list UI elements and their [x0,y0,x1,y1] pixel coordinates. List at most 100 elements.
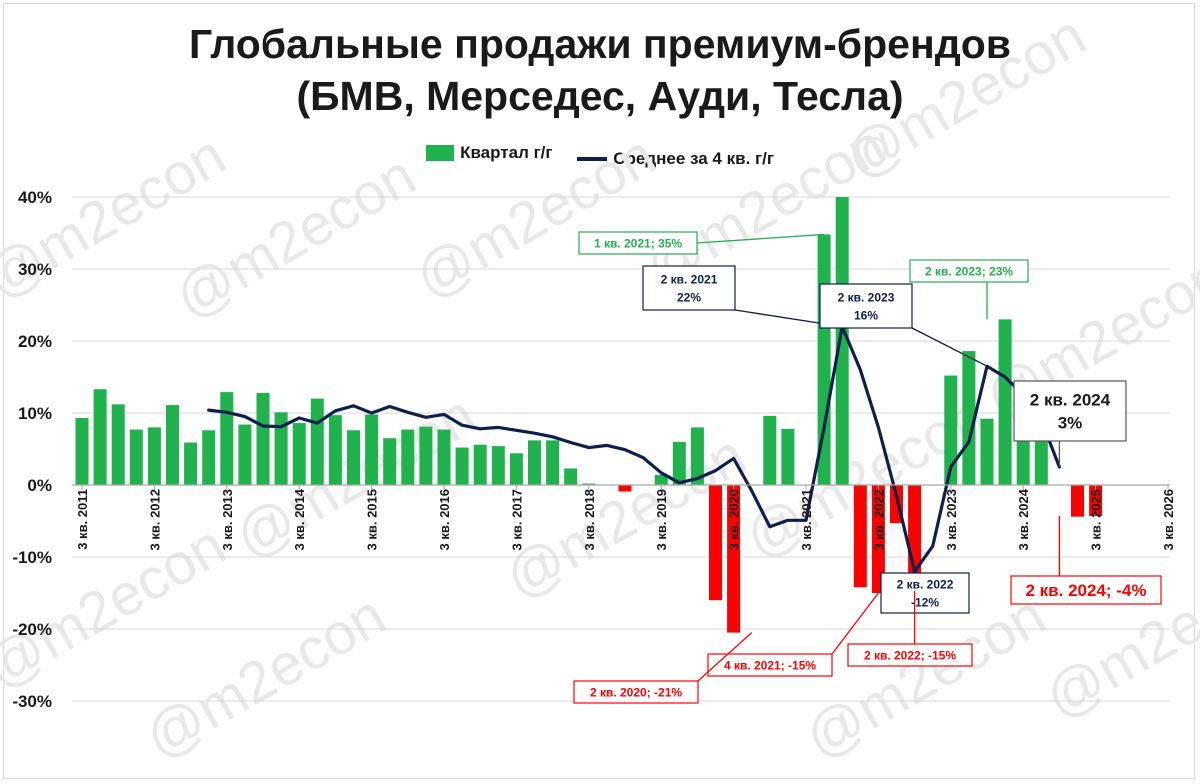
bar [256,392,270,485]
bar [383,438,397,485]
bar [455,447,469,485]
x-tick-label: 3 кв. 2014 [292,488,307,550]
annotation-label: 2 кв. 2024; -4% [1025,581,1146,600]
bar [509,453,523,485]
bar [962,351,976,485]
x-tick-label: 3 кв. 2019 [654,489,669,550]
bar [871,485,885,593]
bar [238,424,252,485]
y-tick-label: 0% [27,476,52,495]
x-tick-label: 3 кв. 2011 [75,489,90,550]
average-line [207,325,1061,573]
y-tick-label: 30% [18,260,52,279]
annotation-box [642,265,736,311]
bar [835,197,849,485]
annotation-box [880,572,970,614]
chart-frame [3,3,1195,779]
annotation-box [707,653,833,677]
bar [202,430,216,485]
bar [111,404,125,485]
bar [491,446,505,485]
y-tick-label: -20% [12,620,52,639]
legend-item-average: Среднее за 4 кв. г/г [577,149,774,169]
axes: 40% 30% 20% 10% 0% -10% -20% -30% 3 кв. 2011 3 кв… [12,188,1176,711]
annotation-box [909,259,1029,283]
y-tick-label: 40% [18,188,52,207]
annotation-label: 3% [1058,414,1083,433]
legend-label-quarterly: Квартал г/г [460,143,553,162]
watermark-text: @m2econ [0,512,236,701]
bar [980,418,994,485]
x-tick-label: 3 кв. 2018 [582,489,597,550]
annotation-box [1010,575,1162,605]
annotation-leader [911,327,988,367]
x-tick-label: 3 кв. 2016 [437,489,452,550]
annotation-label: 16% [854,308,878,322]
bar [129,429,143,485]
x-tick-label: 3 кв. 2024 [1016,488,1031,550]
watermark-text: @m2econ [834,2,1096,191]
bar [365,414,379,485]
watermark-text: @m2econ [404,122,666,311]
x-tick-label: 3 кв. 2017 [509,489,524,550]
bar [220,392,234,485]
bar [998,319,1012,485]
annotation-leader [696,233,825,244]
average-line-layer [207,325,1061,573]
bar [944,375,958,485]
annotations: 1 кв. 2021; 35% 2 кв. 2021 22% 2 кв. 2023; … [573,231,1162,704]
bar [93,389,107,485]
bar [401,429,415,485]
bar [709,485,722,601]
annotation-leader [831,592,879,655]
annotation-box [1013,380,1127,442]
bar [618,485,632,492]
bar [437,429,451,485]
y-tick-label: 20% [18,332,52,351]
y-tick-label: -30% [12,692,52,711]
bar [582,483,596,485]
bar [419,426,433,485]
annotation-box [819,283,913,329]
bars [75,197,1103,633]
bar [690,427,704,485]
x-tick-label: 3 кв. 2021 [799,489,814,550]
bar [763,415,777,485]
bar [727,485,741,633]
legend-swatch-average [577,157,608,161]
annotation-label: 2 кв. 2024 [1030,391,1111,410]
bar [546,440,560,485]
annotation-label: 2 кв. 2020; -21% [590,685,682,699]
annotation-box [578,231,698,255]
legend-item-quarterly: Квартал г/г [426,143,552,163]
annotation-label: 2 кв. 2023; 23% [925,264,1013,278]
bar [310,398,324,485]
x-tick-label: 3 кв. 2023 [944,489,959,550]
y-tick-label: 10% [18,404,52,423]
annotation-leader [697,632,753,682]
legend-label-average: Среднее за 4 кв. г/г [613,149,774,168]
annotation-box [847,643,973,667]
chart-legend: Квартал г/г Среднее за 4 кв. г/г [0,143,1200,169]
y-tick-label: -10% [12,548,52,567]
chart-title-line-2: (БМВ, Мерседес, Ауди, Тесла) [296,73,904,119]
bar [473,444,487,485]
x-tick-label: 3 кв. 2025 [1089,489,1104,550]
bar [564,468,578,485]
bar [672,441,686,485]
annotation-box [573,680,699,704]
legend-swatch-quarterly [426,145,455,161]
x-tick-label: 3 кв. 2012 [147,489,162,550]
bar [166,405,179,485]
watermark-text: @m2econ [134,582,396,771]
bar [292,423,306,485]
x-tick-label: 3 кв. 2015 [365,489,380,550]
chart-title-line-1: Глобальные продажи премиум-брендов [189,21,1011,67]
annotation-label: 2 кв. 2023 [838,290,895,304]
x-tick-label: 3 кв. 2013 [220,489,235,550]
bar [75,418,89,485]
bar [147,427,161,485]
bar [781,428,795,485]
annotation-label: 2 кв. 2022 [897,577,954,591]
chart-title: Глобальные продажи премиум-брендов (БМВ,… [0,18,1200,122]
